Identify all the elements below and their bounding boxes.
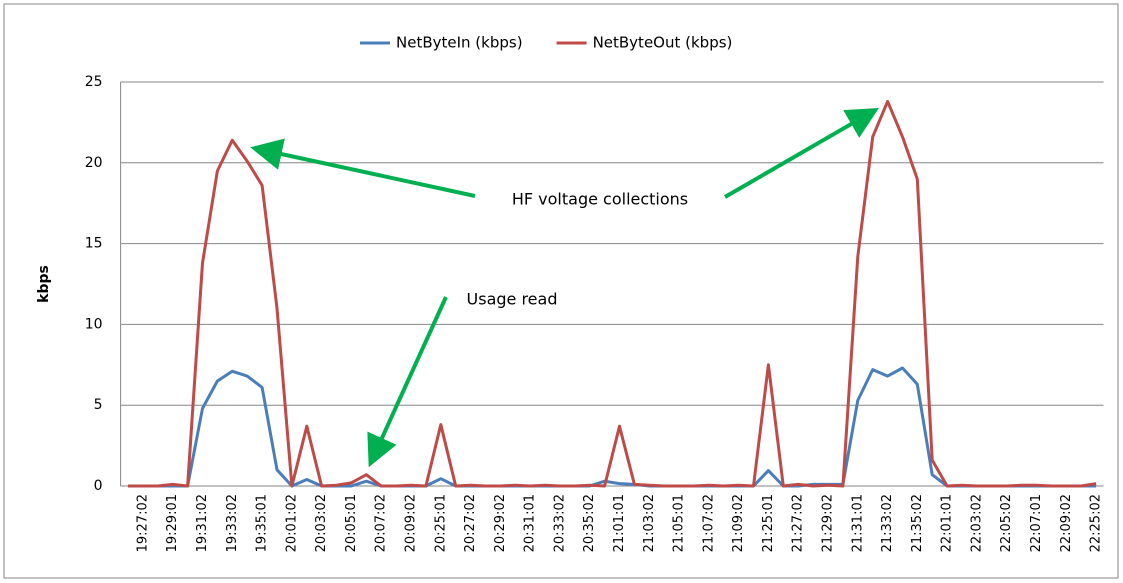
y-tick-label: 25 — [85, 74, 103, 90]
x-tick-label: 20:09:02 — [404, 494, 419, 552]
y-tick-label: 10 — [85, 316, 103, 332]
x-tick-label: 19:33:02 — [225, 494, 240, 552]
x-tick-label: 22:09:02 — [1059, 494, 1074, 552]
chart-border — [3, 3, 1119, 579]
y-tick-label: 5 — [94, 397, 103, 413]
x-tick-label: 21:29:02 — [820, 494, 835, 552]
x-tick-label: 20:05:01 — [344, 494, 359, 552]
x-tick-label: 21:07:02 — [701, 494, 716, 552]
annotation: Usage read — [467, 290, 558, 309]
x-tick-label: 21:35:02 — [910, 494, 925, 552]
x-tick-label: 21:01:01 — [612, 494, 627, 552]
legend-label: NetByteIn (kbps) — [396, 34, 523, 52]
x-tick-label: 20:33:02 — [552, 494, 567, 552]
x-tick-label: 21:31:01 — [850, 494, 865, 552]
y-axis-title: kbps — [36, 265, 52, 303]
arrow — [367, 296, 448, 468]
x-tick-label: 19:35:01 — [255, 494, 270, 552]
line-series — [128, 366, 1097, 488]
x-tick-label: 20:07:02 — [374, 494, 389, 552]
line-series — [128, 99, 1097, 488]
x-tick-label: 20:35:02 — [582, 494, 597, 552]
y-tick-label: 0 — [94, 478, 103, 494]
x-tick-label: 20:31:01 — [523, 494, 538, 552]
x-tick-label: 22:01:01 — [940, 494, 955, 552]
x-tick-label: 22:05:02 — [999, 494, 1014, 552]
x-tick-label: 20:25:01 — [433, 494, 448, 552]
y-tick-label: 20 — [85, 155, 103, 171]
x-tick-label: 21:03:02 — [642, 494, 657, 552]
legend-label: NetByteOut (kbps) — [593, 34, 733, 52]
x-tick-label: 21:05:01 — [672, 494, 687, 552]
x-tick-label: 20:29:02 — [493, 494, 508, 552]
annotation: HF voltage collections — [512, 190, 688, 209]
x-tick-label: 22:25:02 — [1089, 494, 1104, 552]
x-tick-label: 19:29:01 — [165, 494, 180, 552]
x-tick-label: 20:01:02 — [284, 494, 299, 552]
x-tick-label: 19:27:02 — [135, 494, 150, 552]
x-tick-label: 22:03:02 — [969, 494, 984, 552]
x-tick-label: 21:09:02 — [731, 494, 746, 552]
x-tick-label: 21:27:02 — [791, 494, 806, 552]
x-tick-label: 22:07:01 — [1029, 494, 1044, 552]
x-tick-label: 21:25:01 — [761, 494, 776, 552]
x-tick-label: 21:33:02 — [880, 494, 895, 552]
x-tick-label: 20:03:02 — [314, 494, 329, 552]
annotation-arrows — [250, 107, 879, 468]
arrow — [723, 107, 879, 199]
arrow — [250, 138, 476, 198]
y-tick-label: 15 — [85, 236, 103, 252]
x-tick-label: 19:31:02 — [195, 494, 210, 552]
x-tick-label: 20:27:02 — [463, 494, 478, 552]
